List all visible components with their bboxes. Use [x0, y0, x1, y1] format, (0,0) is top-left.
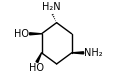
Text: HO: HO [29, 63, 44, 73]
Text: HO: HO [14, 29, 29, 39]
Text: H₂N: H₂N [42, 2, 60, 12]
Text: NH₂: NH₂ [84, 48, 103, 58]
Polygon shape [36, 53, 42, 62]
Polygon shape [30, 33, 42, 35]
Polygon shape [72, 52, 84, 54]
